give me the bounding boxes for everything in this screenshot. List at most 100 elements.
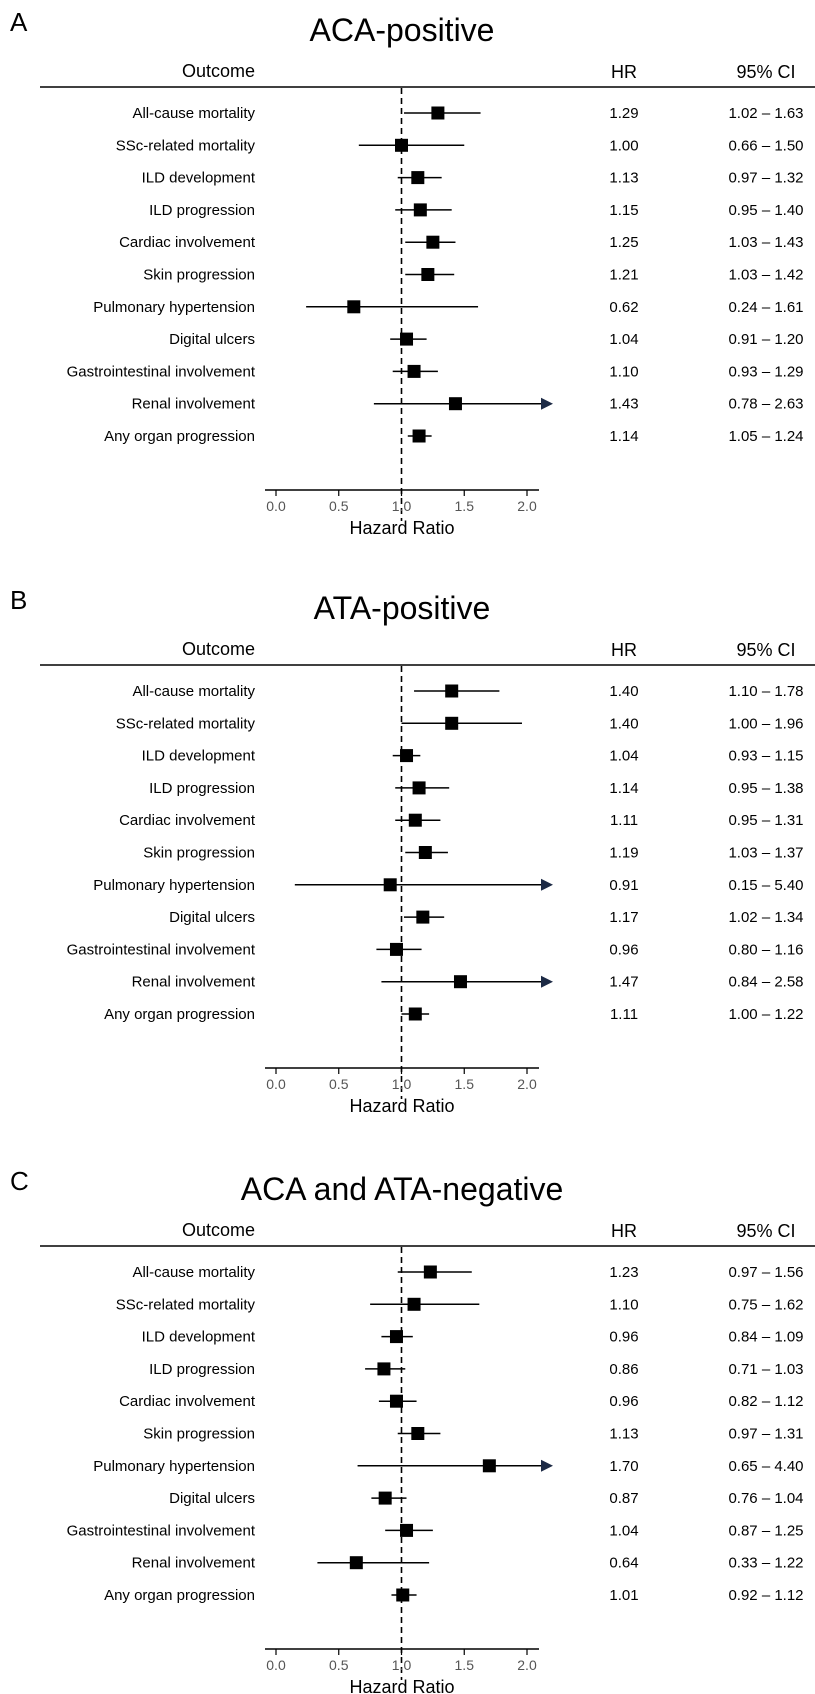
panel-c-x-tick-label: 1.0 <box>392 1657 412 1673</box>
panel-a-row-label: SSc-related mortality <box>116 137 256 154</box>
panel-b-x-axis-label: Hazard Ratio <box>349 1096 454 1116</box>
panel-c-hr-marker <box>349 1556 363 1570</box>
panel-b-hr-marker <box>445 716 459 730</box>
panel-a-header-ci: 95% CI <box>736 62 795 82</box>
panel-c-x-tick-label: 2.0 <box>517 1657 537 1673</box>
panel-b-row-label: Pulmonary hypertension <box>93 877 255 894</box>
panel-c-ci-value: 0.97 – 1.31 <box>728 1426 803 1443</box>
panel-a-ci-value: 0.93 – 1.29 <box>728 363 803 380</box>
panel-b-ci-value: 0.95 – 1.38 <box>728 780 803 797</box>
panel-a-row-label: Any organ progression <box>104 428 255 445</box>
panel-c-x-tick-label: 0.5 <box>329 1657 349 1673</box>
panel-c-x-tick-label: 0.0 <box>266 1657 286 1673</box>
panel-c-row-label: Digital ulcers <box>169 1490 255 1507</box>
panel-c-hr-value: 1.23 <box>609 1264 638 1281</box>
panel-c-header-outcome: Outcome <box>182 1220 255 1240</box>
panel-c-ci-value: 0.82 – 1.12 <box>728 1393 803 1410</box>
panel-c-ci-value: 0.75 – 1.62 <box>728 1296 803 1313</box>
panel-c-hr-marker <box>396 1588 410 1602</box>
panel-b-ci-value: 1.00 – 1.96 <box>728 715 803 732</box>
panel-b-row-label: Renal involvement <box>132 974 256 991</box>
panel-c-hr-marker <box>389 1330 403 1344</box>
panel-b-ci-value: 1.03 – 1.37 <box>728 845 803 862</box>
panel-a-row-label: Skin progression <box>143 267 255 284</box>
panel-a-hr-marker <box>426 235 440 249</box>
panel-a-hr-marker <box>413 203 427 217</box>
panel-b-ci-arrow <box>541 878 553 891</box>
panel-b-x-tick-label: 0.0 <box>266 1076 286 1092</box>
panel-c-hr-value: 1.13 <box>609 1426 638 1443</box>
panel-a-x-tick-label: 2.0 <box>517 498 537 514</box>
panel-a-x-tick-label: 1.0 <box>392 498 412 514</box>
panel-b-ci-value: 0.15 – 5.40 <box>728 877 803 894</box>
panel-a-header-hr: HR <box>611 62 637 82</box>
panel-b-hr-marker <box>453 975 467 989</box>
panel-a-ci-value: 0.78 – 2.63 <box>728 396 803 413</box>
panel-a-hr-value: 1.25 <box>609 234 638 251</box>
panel-a-hr-marker <box>412 429 426 443</box>
panel-b-hr-value: 1.47 <box>609 974 638 991</box>
panel-c-row-label: Cardiac involvement <box>119 1393 256 1410</box>
panel-c-row-label: SSc-related mortality <box>116 1296 256 1313</box>
panel-a-hr-value: 1.00 <box>609 137 638 154</box>
panel-b-row-label: Gastrointestinal involvement <box>67 941 256 958</box>
panel-c-row-label: Skin progression <box>143 1426 255 1443</box>
panel-a-ci-value: 0.66 – 1.50 <box>728 137 803 154</box>
panel-a-row-label: Digital ulcers <box>169 331 255 348</box>
panel-c-hr-marker <box>378 1491 392 1505</box>
panel-b-hr-marker <box>445 684 459 698</box>
panel-c-letter: C <box>10 1166 29 1196</box>
panel-b-ci-value: 0.93 – 1.15 <box>728 748 803 765</box>
panel-a-hr-marker <box>400 332 414 346</box>
panel-a-letter: A <box>10 7 28 37</box>
panel-a-hr-value: 1.43 <box>609 396 638 413</box>
panel-a-hr-marker <box>431 106 445 120</box>
panel-a-hr-value: 1.13 <box>609 170 638 187</box>
panel-c-row-label: Pulmonary hypertension <box>93 1458 255 1475</box>
panel-b-letter: B <box>10 585 27 615</box>
panel-c-hr-value: 0.96 <box>609 1393 638 1410</box>
panel-c-ci-value: 0.92 – 1.12 <box>728 1587 803 1604</box>
panel-a-ci-arrow <box>541 397 553 410</box>
panel-c-ci-value: 0.71 – 1.03 <box>728 1361 803 1378</box>
panel-a-hr-marker <box>395 138 408 152</box>
panel-b-row-label: Digital ulcers <box>169 909 255 926</box>
panel-b-ci-value: 1.10 – 1.78 <box>728 683 803 700</box>
panel-a-ci-value: 1.02 – 1.63 <box>728 105 803 122</box>
panel-a-row-label: All-cause mortality <box>132 105 255 122</box>
panel-a-hr-value: 1.04 <box>609 331 638 348</box>
panel-b-ci-value: 1.00 – 1.22 <box>728 1006 803 1023</box>
panel-b-hr-marker <box>400 749 414 763</box>
panel-a-hr-marker <box>407 364 421 378</box>
panel-c-hr-marker <box>407 1297 421 1311</box>
panel-a-ci-value: 1.05 – 1.24 <box>728 428 803 445</box>
panel-a-x-axis-label: Hazard Ratio <box>349 518 454 538</box>
panel-c-x-tick-label: 1.5 <box>455 1657 475 1673</box>
panel-c-hr-marker <box>411 1427 425 1440</box>
panel-b-x-tick-label: 2.0 <box>517 1076 537 1092</box>
panel-b-ci-value: 0.95 – 1.31 <box>728 812 803 829</box>
panel-a-hr-marker <box>448 397 462 411</box>
panel-b-hr-value: 1.14 <box>609 780 638 797</box>
panel-b-hr-value: 1.40 <box>609 683 638 700</box>
panel-c-ci-arrow <box>541 1459 553 1472</box>
panel-b-hr-marker <box>408 1007 422 1021</box>
panel-a-hr-marker <box>411 171 425 185</box>
panel-b-hr-value: 1.17 <box>609 909 638 926</box>
panel-c-header-ci: 95% CI <box>736 1221 795 1241</box>
panel-a-ci-value: 1.03 – 1.43 <box>728 234 803 251</box>
panel-a-hr-value: 1.10 <box>609 363 638 380</box>
panel-a-ci-value: 1.03 – 1.42 <box>728 267 803 284</box>
panel-b-row-label: ILD development <box>142 748 256 765</box>
panel-c-hr-value: 1.70 <box>609 1458 638 1475</box>
panel-a-hr-value: 1.21 <box>609 267 638 284</box>
panel-b-header-outcome: Outcome <box>182 639 255 659</box>
panel-c-row-label: All-cause mortality <box>132 1264 255 1281</box>
panel-a-row-label: Cardiac involvement <box>119 234 256 251</box>
panel-c-hr-marker <box>423 1265 437 1279</box>
panel-b-row-label: Any organ progression <box>104 1006 255 1023</box>
panel-c-row-label: ILD progression <box>149 1361 255 1378</box>
panel-a-hr-value: 1.29 <box>609 105 638 122</box>
panel-a-row-label: Pulmonary hypertension <box>93 299 255 316</box>
